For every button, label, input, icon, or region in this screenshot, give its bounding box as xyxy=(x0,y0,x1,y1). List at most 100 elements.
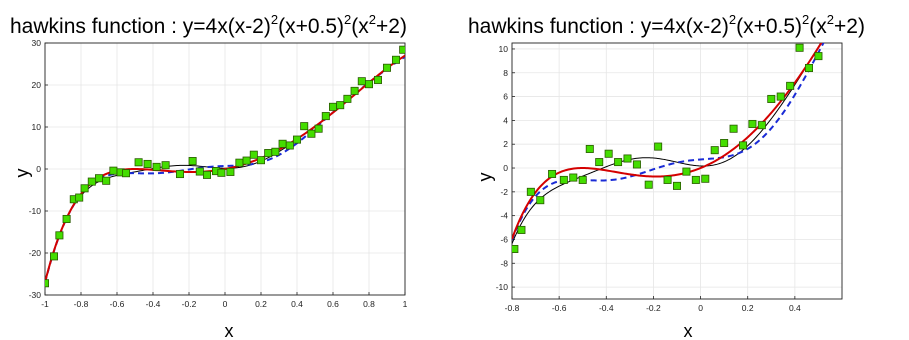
data-point xyxy=(321,112,330,121)
data-point xyxy=(595,158,604,167)
data-point xyxy=(264,149,273,158)
y-tick-label: 30 xyxy=(32,38,42,48)
title-text: +2) xyxy=(376,15,407,38)
x-axis-label: x xyxy=(225,321,234,340)
y-tick-label: 6 xyxy=(503,92,508,102)
data-point xyxy=(512,244,519,253)
data-point xyxy=(161,161,170,170)
data-point xyxy=(748,119,757,128)
data-point xyxy=(328,102,337,111)
data-point xyxy=(364,80,373,89)
data-point xyxy=(399,45,405,54)
data-point xyxy=(585,144,594,153)
data-point xyxy=(307,129,316,138)
y-tick-label: 8 xyxy=(503,68,508,78)
data-point xyxy=(623,154,632,163)
chart-title: hawkins function : y=4x(x-2)2(x+0.5)2(x2… xyxy=(468,12,865,38)
data-point xyxy=(701,174,710,183)
title-superscript: 2 xyxy=(271,12,278,27)
data-point xyxy=(632,160,641,169)
x-tick-label: -0.2 xyxy=(182,299,197,309)
data-point xyxy=(663,175,672,184)
data-point xyxy=(122,169,131,178)
data-point xyxy=(391,55,400,64)
x-tick-label: 1 xyxy=(403,299,408,309)
title-text: +2) xyxy=(834,15,865,38)
data-point xyxy=(102,176,111,185)
x-tick-label: -0.4 xyxy=(146,299,161,309)
y-axis-label: y xyxy=(475,173,495,182)
data-point xyxy=(343,94,352,103)
data-point xyxy=(242,156,251,165)
plot-area xyxy=(45,45,405,288)
x-tick-label: -0.6 xyxy=(110,299,125,309)
data-point xyxy=(526,187,535,196)
y-tick-label: -4 xyxy=(500,211,508,221)
data-point xyxy=(217,168,226,177)
chart-panel-right: hawkins function : y=4x(x-2)2(x+0.5)2(x2… xyxy=(468,12,865,340)
x-tick-label: -0.2 xyxy=(646,303,661,313)
data-point xyxy=(644,180,653,189)
title-superscript: 2 xyxy=(827,12,834,27)
title-text: (x+0.5) xyxy=(736,15,802,38)
y-tick-label: -6 xyxy=(500,234,508,244)
data-point xyxy=(188,157,197,166)
x-tick-label: -0.6 xyxy=(552,303,567,313)
y-tick-label: -20 xyxy=(29,248,42,258)
data-point xyxy=(776,92,785,101)
series-fit-dashed xyxy=(512,43,825,241)
data-point xyxy=(729,124,738,133)
x-tick-label: -0.8 xyxy=(74,299,89,309)
chart-panel-left: hawkins function : y=4x(x-2)2(x+0.5)2(x2… xyxy=(10,12,408,340)
x-tick-label: 0 xyxy=(698,303,703,313)
data-point xyxy=(152,162,161,171)
data-point xyxy=(87,177,96,186)
data-point xyxy=(50,252,59,261)
y-tick-label: 10 xyxy=(32,122,42,132)
y-tick-label: 10 xyxy=(499,44,509,54)
data-point xyxy=(548,169,557,178)
series-fit-solid xyxy=(512,43,822,244)
data-point xyxy=(795,43,804,52)
y-tick-label: 20 xyxy=(32,80,42,90)
title-superscript: 2 xyxy=(729,12,736,27)
x-tick-label: 0 xyxy=(223,299,228,309)
y-axis-label: y xyxy=(12,169,32,178)
title-text: hawkins function : y=4x(x-2) xyxy=(10,15,271,38)
data-point xyxy=(109,166,118,175)
x-tick-label: 0.6 xyxy=(327,299,339,309)
data-point xyxy=(134,158,143,167)
data-point xyxy=(814,52,823,61)
plot-area xyxy=(512,43,825,253)
y-tick-label: -2 xyxy=(500,187,508,197)
title-superscript: 2 xyxy=(344,12,351,27)
data-point xyxy=(373,75,382,84)
data-point xyxy=(292,135,301,144)
data-point xyxy=(757,121,766,130)
data-point xyxy=(357,77,366,86)
series-true-function xyxy=(512,43,823,240)
data-point xyxy=(767,94,776,103)
x-tick-label: 0.2 xyxy=(255,299,267,309)
data-point xyxy=(95,174,104,183)
title-text: (x xyxy=(351,15,369,38)
data-point xyxy=(536,196,545,205)
data-point xyxy=(195,167,204,176)
data-point xyxy=(786,81,795,90)
data-point xyxy=(691,175,700,184)
data-point xyxy=(559,175,568,184)
data-point xyxy=(350,86,359,95)
x-tick-label: 0.2 xyxy=(742,303,754,313)
chart-title: hawkins function : y=4x(x-2)2(x+0.5)2(x2… xyxy=(10,12,407,38)
data-point xyxy=(62,214,71,223)
data-point xyxy=(314,124,323,133)
data-point xyxy=(175,170,184,179)
data-point xyxy=(382,63,391,72)
data-point xyxy=(654,142,663,151)
x-tick-label: 0.4 xyxy=(291,299,303,309)
data-point xyxy=(235,158,244,167)
y-tick-label: 0 xyxy=(36,164,41,174)
data-point xyxy=(673,181,682,190)
data-point xyxy=(739,141,748,150)
